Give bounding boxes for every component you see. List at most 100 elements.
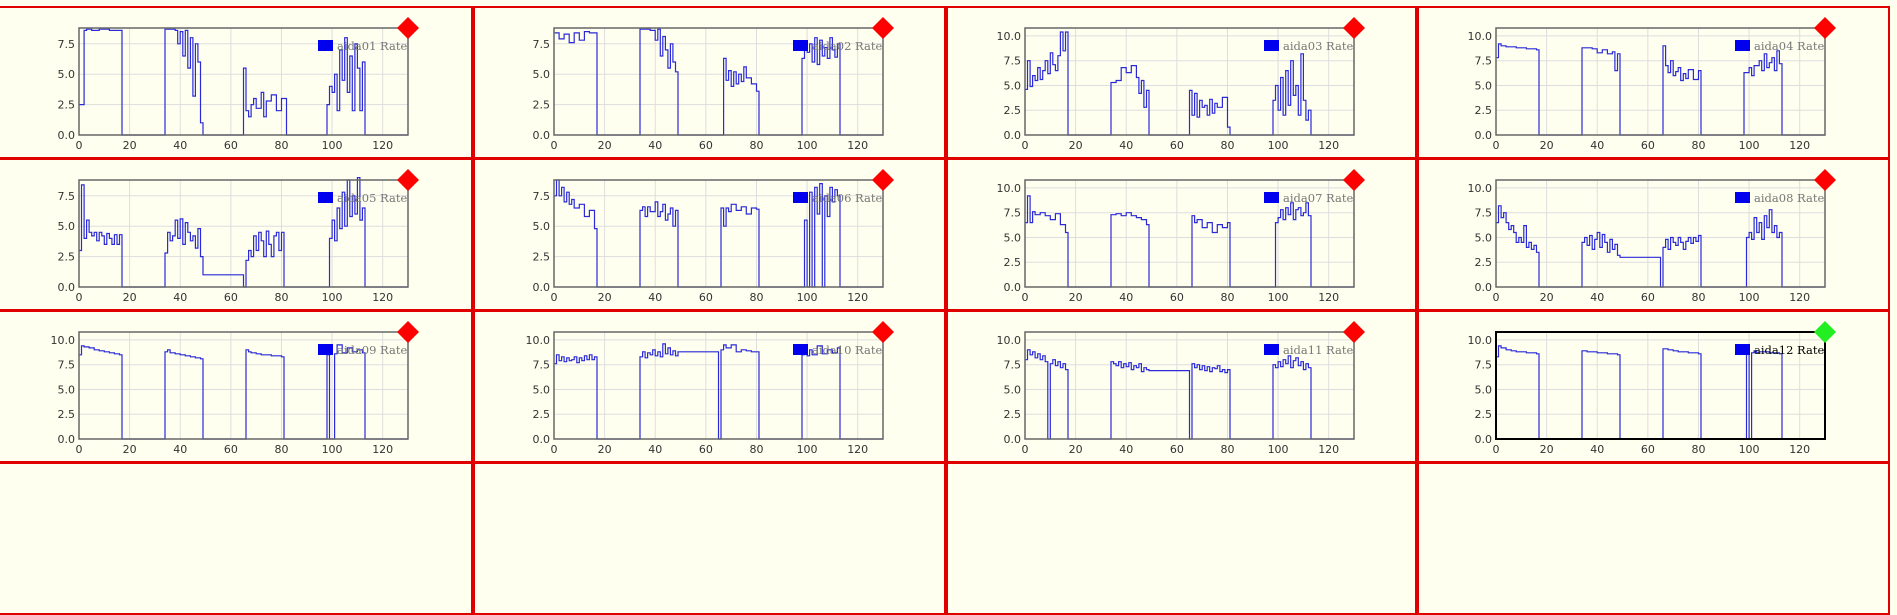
x-tick-label: 80 [1691,291,1705,304]
y-tick-label: 5.0 [58,68,76,81]
y-tick-label: 5.0 [1004,231,1022,244]
x-tick-label: 20 [598,443,612,456]
y-tick-label: 0.0 [58,281,76,294]
y-tick-label: 2.5 [58,99,76,112]
y-tick-label: 5.0 [1475,231,1493,244]
legend-label: aida05 Rate [337,191,407,205]
x-tick-label: 80 [1691,443,1705,456]
x-tick-label: 100 [797,139,818,152]
y-tick-label: 10.0 [997,30,1022,43]
legend-label: aida09 Rate [337,343,407,357]
rate-series-line [1025,195,1354,288]
x-tick-label: 100 [322,139,343,152]
y-tick-label: 2.5 [533,251,551,264]
legend-swatch [1735,344,1750,355]
x-tick-label: 100 [322,443,343,456]
y-tick-label: 7.5 [533,190,551,203]
chart-panel: 0 20 40 60 80 100 120 0.0 2.5 5.0 7.5 aida05 Rate [0,158,473,311]
line-chart: 0 20 40 60 80 100 120 0.0 2.5 5.0 7.5 10.0 aida11 Ra… [997,321,1365,456]
legend-swatch [793,40,808,51]
status-diamond-icon[interactable] [872,169,894,191]
y-tick-label: 10.0 [51,334,76,347]
chart-panel: 0 20 40 60 80 100 120 0.0 2.5 5.0 7.5 10.0 aida07 Ra… [944,158,1419,311]
x-tick-label: 60 [224,443,238,456]
rate-series-line [554,343,883,440]
status-diamond-icon[interactable] [1343,169,1365,191]
x-tick-label: 100 [797,443,818,456]
x-tick-label: 120 [1789,139,1810,152]
x-tick-label: 100 [1268,443,1289,456]
chart-grid: 0 20 40 60 80 100 120 0.0 2.5 5.0 7.5 aida01 Rate 0 2… [0,6,1890,615]
y-tick-label: 0.0 [533,129,551,142]
status-diamond-icon[interactable] [872,17,894,39]
rate-series-line [79,344,408,440]
x-tick-label: 20 [1069,291,1083,304]
y-tick-label: 2.5 [1475,408,1493,421]
plot-frame [1495,331,1826,440]
x-tick-label: 20 [123,139,137,152]
x-tick-label: 60 [1170,443,1184,456]
status-diamond-icon[interactable] [397,321,419,343]
x-tick-label: 120 [1789,291,1810,304]
x-tick-label: 0 [1022,443,1029,456]
y-tick-label: 0.0 [1475,129,1493,142]
x-tick-label: 60 [1641,291,1655,304]
x-tick-label: 120 [1789,443,1810,456]
x-tick-label: 120 [372,291,393,304]
x-tick-label: 60 [224,139,238,152]
x-tick-label: 40 [1590,291,1604,304]
rate-series-line [79,177,408,288]
x-tick-label: 120 [1318,443,1339,456]
rate-series-line [554,179,883,288]
x-tick-label: 80 [1220,291,1234,304]
status-diamond-icon[interactable] [1343,321,1365,343]
plot-frame [553,331,884,440]
x-tick-label: 100 [1268,291,1289,304]
y-tick-label: 2.5 [58,251,76,264]
x-tick-label: 20 [123,291,137,304]
x-tick-label: 60 [1170,291,1184,304]
y-tick-label: 10.0 [1468,30,1493,43]
x-tick-label: 80 [274,443,288,456]
plot-frame [553,27,884,136]
y-tick-label: 2.5 [1475,104,1493,117]
status-diamond-icon[interactable] [872,321,894,343]
x-tick-label: 80 [1691,139,1705,152]
y-tick-label: 5.0 [58,383,76,396]
y-tick-label: 0.0 [533,433,551,446]
x-tick-label: 80 [1220,443,1234,456]
y-tick-label: 5.0 [533,68,551,81]
y-tick-label: 2.5 [1004,104,1022,117]
plot-frame [1495,27,1826,136]
legend-swatch [318,192,333,203]
rate-series-line [1496,345,1825,440]
x-tick-label: 40 [173,291,187,304]
x-tick-label: 40 [648,139,662,152]
legend-swatch [793,192,808,203]
x-tick-label: 80 [749,291,763,304]
y-tick-label: 7.5 [58,359,76,372]
x-tick-label: 60 [1641,139,1655,152]
chart-panel [0,462,473,615]
x-tick-label: 100 [322,291,343,304]
legend-label: aida01 Rate [337,39,407,53]
x-tick-label: 100 [1739,139,1760,152]
y-tick-label: 0.0 [1004,281,1022,294]
x-tick-label: 60 [224,291,238,304]
y-tick-label: 0.0 [1475,433,1493,446]
x-tick-label: 120 [847,443,868,456]
status-diamond-icon[interactable] [397,169,419,191]
line-chart: 0 20 40 60 80 100 120 0.0 2.5 5.0 7.5 aida05 Rate [58,169,419,304]
line-chart: 0 20 40 60 80 100 120 0.0 2.5 5.0 7.5 10.0 aida12 Ra… [1468,321,1836,456]
y-tick-label: 7.5 [533,38,551,51]
x-tick-label: 100 [1739,443,1760,456]
status-diamond-icon[interactable] [1343,17,1365,39]
status-diamond-icon[interactable] [1814,321,1836,343]
y-tick-label: 0.0 [1004,129,1022,142]
chart-panel [473,462,948,615]
status-diamond-icon[interactable] [397,17,419,39]
y-tick-label: 5.0 [1475,383,1493,396]
status-diamond-icon[interactable] [1814,17,1836,39]
status-diamond-icon[interactable] [1814,169,1836,191]
x-tick-label: 20 [598,291,612,304]
